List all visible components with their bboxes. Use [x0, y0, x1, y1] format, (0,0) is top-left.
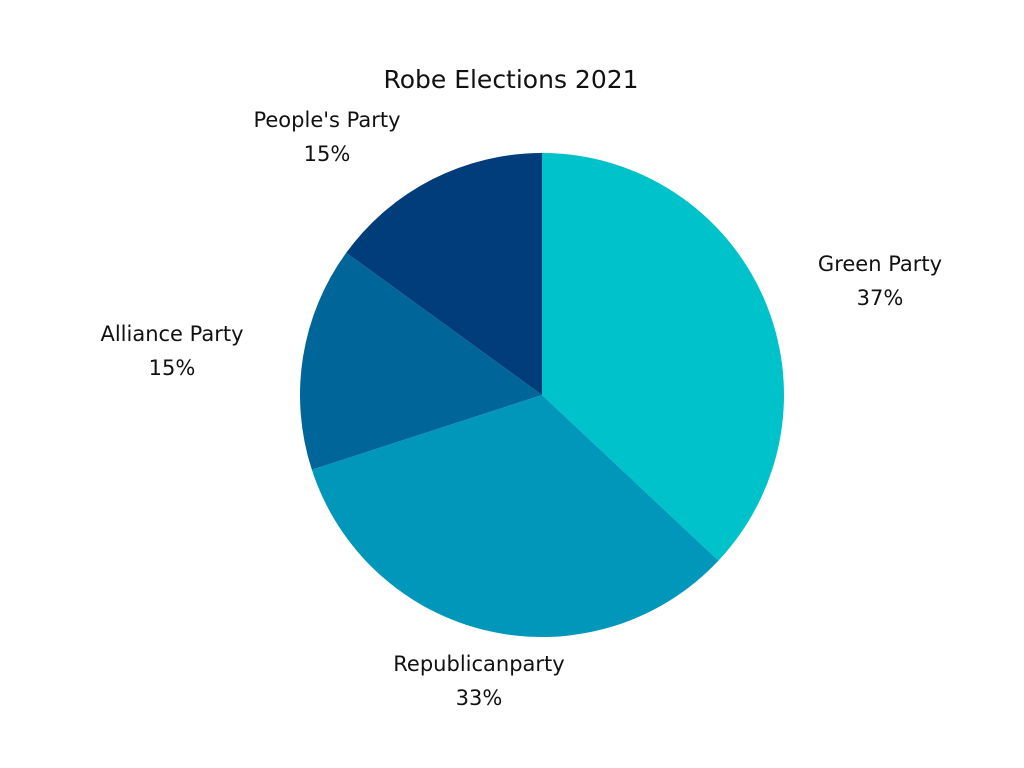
slice-name-alliance-party: Alliance Party: [100, 322, 243, 346]
slice-name-republicanparty: Republicanparty: [393, 652, 564, 676]
pie-slice-green-party: [542, 153, 784, 561]
pie-slice-people-s-party: [346, 153, 542, 395]
pie-slice-alliance-party: [299, 252, 542, 470]
pie-slice-republicanparty: [311, 395, 719, 638]
slice-name-people-s-party: People's Party: [253, 108, 400, 132]
slice-name-green-party: Green Party: [818, 252, 942, 276]
chart-title: Robe Elections 2021: [383, 65, 638, 94]
slice-value-republicanparty: 33%: [456, 686, 503, 710]
pie-slices: [299, 153, 784, 638]
pie-labels: Green Party 37% Republicanparty 33% Alliance…: [100, 108, 942, 710]
slice-value-people-s-party: 15%: [304, 142, 351, 166]
slice-value-green-party: 37%: [857, 286, 904, 310]
slice-value-alliance-party: 15%: [149, 356, 196, 380]
